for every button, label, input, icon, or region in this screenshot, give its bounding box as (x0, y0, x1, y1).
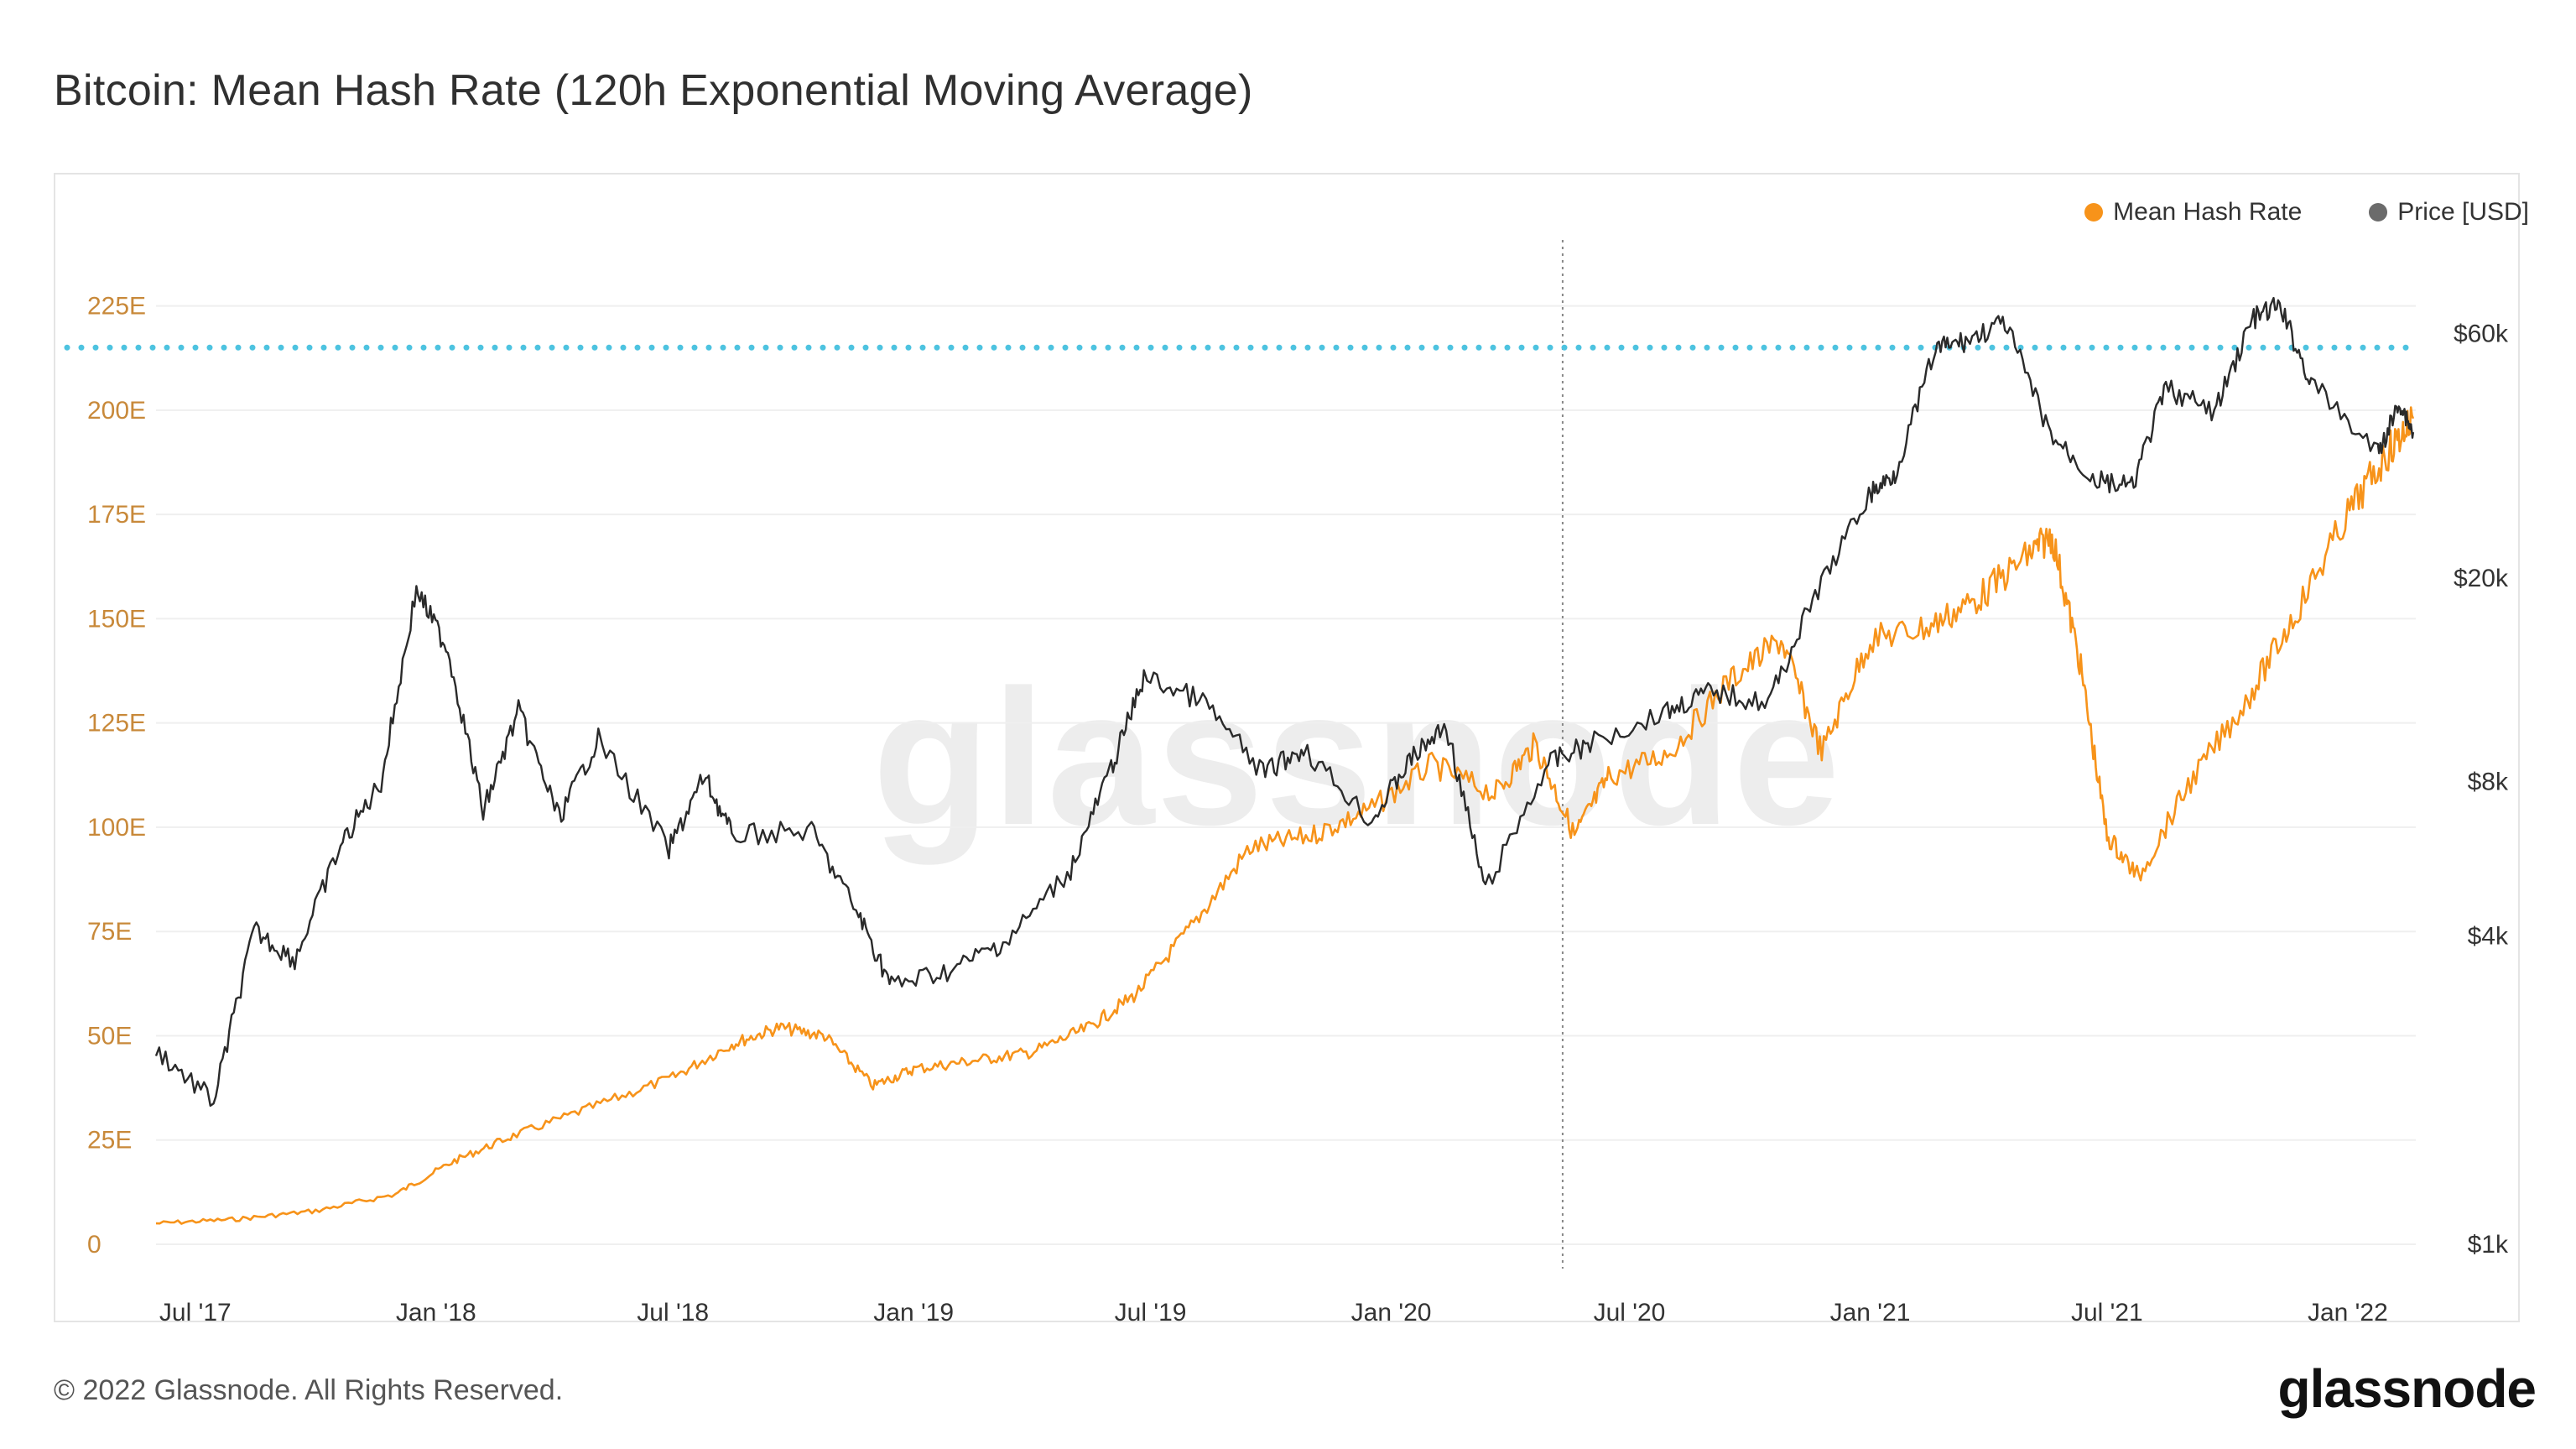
chart-series (154, 296, 2415, 1225)
y-right-tick-label: $20k (2454, 565, 2509, 592)
x-tick-label: Jul '19 (1115, 1299, 1187, 1327)
y-right-tick-label: $1k (2468, 1231, 2509, 1259)
legend-item-hash-rate[interactable]: Mean Hash Rate (2084, 198, 2302, 227)
y-left-tick-label: 100E (87, 814, 146, 842)
x-tick-label: Jan '21 (1830, 1299, 1911, 1327)
y-left-tick-label: 225E (87, 293, 146, 321)
y-axis-left: 0 25E 50E 75E 100E 125E 150E 175E 200E 225E (87, 293, 146, 1259)
chart-frame (54, 173, 2520, 1322)
chart-title: Bitcoin: Mean Hash Rate (120h Exponentia… (54, 66, 1253, 115)
legend-dot-hash-rate (2084, 203, 2104, 222)
x-tick-label: Jul '17 (159, 1299, 232, 1327)
y-left-tick-label: 125E (87, 710, 146, 738)
legend-dot-price (2369, 203, 2388, 222)
glassnode-logo: glassnode (2277, 1358, 2537, 1419)
x-tick-label: Jul '20 (1594, 1299, 1666, 1327)
legend-item-price[interactable]: Price [USD] (2369, 198, 2529, 227)
y-axis-right: $1k $4k $8k $20k $60k (2454, 320, 2509, 1259)
series-line-price (154, 296, 2415, 1108)
grid-lines (156, 305, 2416, 1245)
copyright-text: © 2022 Glassnode. All Rights Reserved. (54, 1374, 564, 1406)
y-right-tick-label: $8k (2468, 769, 2509, 796)
legend-label-hash-rate: Mean Hash Rate (2113, 198, 2303, 226)
chart-markers (64, 240, 2419, 1269)
x-axis: Jul '17 Jan '18 Jul '18 Jan '19 Jul '19 Jan '… (159, 1299, 2388, 1327)
x-tick-label: Jul '21 (2071, 1299, 2143, 1327)
y-left-tick-label: 200E (87, 397, 146, 425)
y-left-tick-label: 50E (87, 1022, 132, 1050)
x-tick-label: Jan '20 (1351, 1299, 1432, 1327)
x-tick-label: Jul '18 (637, 1299, 709, 1327)
legend-label-price: Price [USD] (2397, 198, 2529, 226)
series-line-hash-rate (155, 406, 2415, 1225)
x-tick-label: Jan '18 (396, 1299, 476, 1327)
chart-legend: Mean Hash Rate Price [USD] (2084, 198, 2529, 227)
watermark-text: glassnode (872, 649, 1842, 865)
y-left-tick-label: 175E (87, 501, 146, 529)
x-tick-label: Jan '22 (2308, 1299, 2388, 1327)
x-tick-label: Jan '19 (873, 1299, 954, 1327)
y-left-tick-label: 75E (87, 918, 132, 946)
y-left-tick-label: 150E (87, 605, 146, 633)
y-right-tick-label: $4k (2468, 922, 2509, 950)
y-left-tick-label: 25E (87, 1127, 132, 1155)
y-left-tick-label: 0 (87, 1231, 101, 1259)
y-right-tick-label: $60k (2454, 320, 2509, 347)
